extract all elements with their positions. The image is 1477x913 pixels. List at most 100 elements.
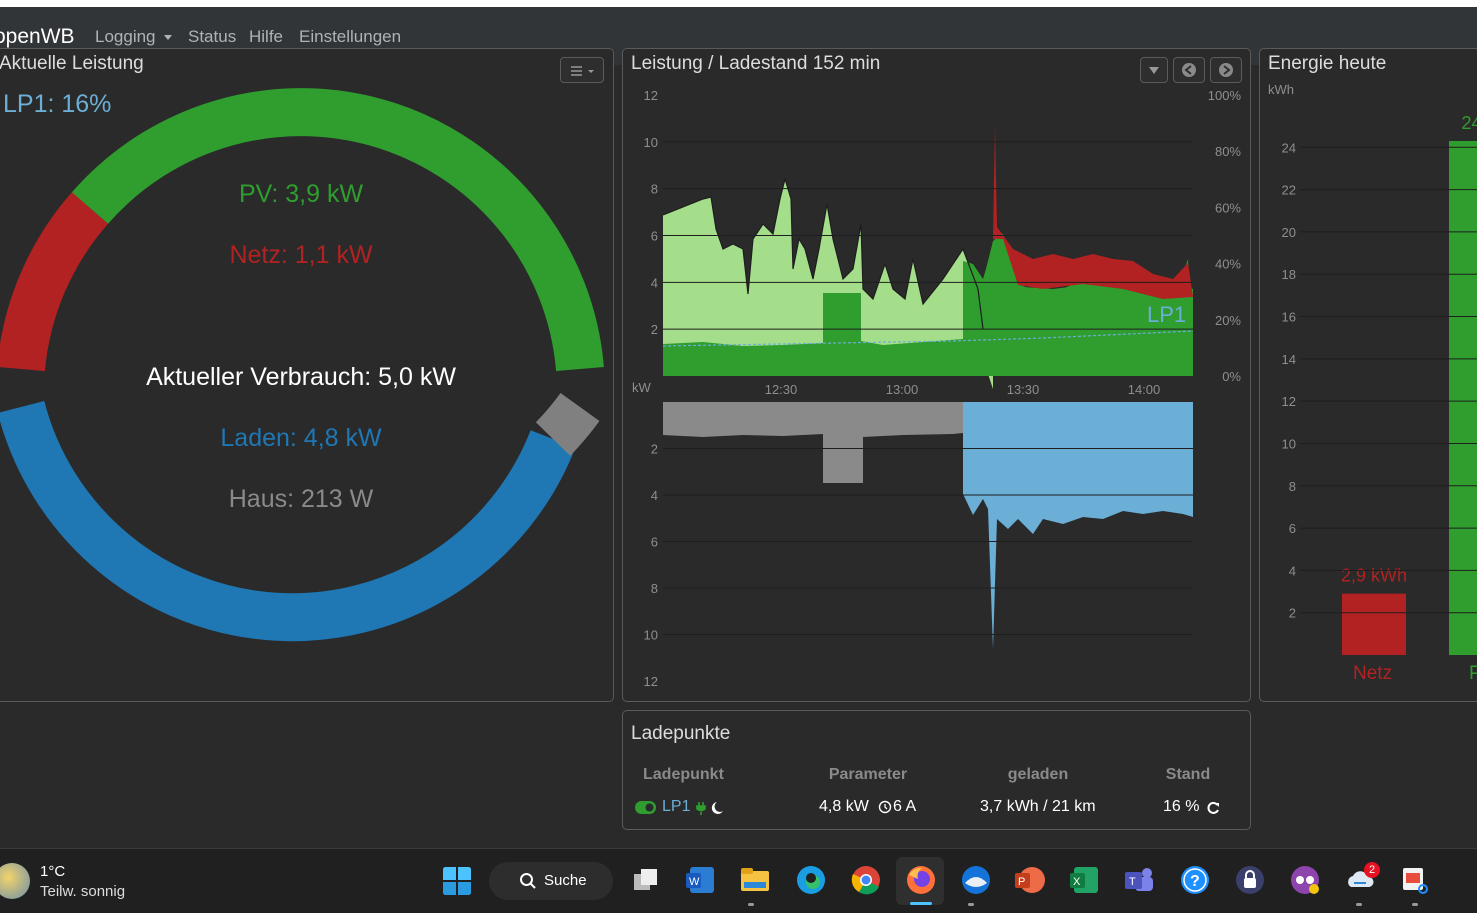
svg-text:?: ? xyxy=(1190,873,1200,890)
pv-value: PV: 3,9 kW xyxy=(238,180,364,208)
y-tick-label: 10 xyxy=(644,135,658,150)
y-tick-label: 12 xyxy=(644,88,658,103)
chart-card-title: Leistung / Ladestand 152 min xyxy=(631,53,881,74)
power-menu-button[interactable] xyxy=(560,57,604,83)
power-chart: 12 10 8 6 4 2 100% 80% 60% 40% 20% 0% 2 4 6 8 10 12 12:30 1… xyxy=(644,88,1242,689)
thunderbird-icon[interactable] xyxy=(961,865,991,895)
soc-tick-label: 100% xyxy=(1208,88,1242,103)
lp-name[interactable]: LP1 xyxy=(662,798,691,815)
plug-icon xyxy=(696,802,706,815)
house-load-area xyxy=(663,402,973,483)
energy-y-tick-label: 24 xyxy=(1282,140,1296,155)
powerpoint-icon[interactable]: P xyxy=(1015,865,1045,895)
chrome-icon[interactable] xyxy=(851,865,881,895)
running-indicator xyxy=(1356,903,1362,906)
weather-temperature[interactable]: 1°C xyxy=(40,863,66,880)
energy-y-tick-label: 14 xyxy=(1282,352,1296,367)
soc-line xyxy=(662,330,1194,347)
nav-hilfe[interactable]: Hilfe xyxy=(249,27,284,46)
taskbar-search[interactable]: Suche xyxy=(489,862,613,900)
weather-condition[interactable]: Teilw. sonnig xyxy=(40,883,126,900)
x-tick-label: 12:30 xyxy=(765,382,798,397)
y-lower-tick-label: 10 xyxy=(644,628,658,643)
chart-forward-button[interactable] xyxy=(1210,57,1242,83)
energy-y-tick-label: 18 xyxy=(1282,267,1296,282)
col-parameter: Parameter xyxy=(828,766,908,783)
y-tick-label: 8 xyxy=(651,182,658,197)
x-tick-label: 13:00 xyxy=(886,382,919,397)
notification-badge: 2 xyxy=(1364,862,1380,878)
chart-filter-button[interactable] xyxy=(1140,57,1168,83)
ladepunkte-title: Ladepunkte xyxy=(631,723,731,744)
clock-icon xyxy=(878,800,892,814)
edge-icon[interactable] xyxy=(796,865,826,895)
y-tick-label: 4 xyxy=(651,275,658,290)
file-explorer-icon[interactable] xyxy=(740,865,770,895)
snipping-tool-icon[interactable] xyxy=(1400,865,1430,895)
nav-logging[interactable]: Logging xyxy=(95,27,172,47)
refresh-icon[interactable] xyxy=(1206,801,1220,815)
energy-unit-label: kWh xyxy=(1268,82,1294,97)
weather-sun-cloud-icon[interactable] xyxy=(0,863,30,899)
soc-tick-label: 40% xyxy=(1215,257,1241,272)
energy-y-tick-label: 20 xyxy=(1282,225,1296,240)
lp-current: 6 A xyxy=(893,798,917,815)
chart-unit-label: kW xyxy=(632,380,651,395)
energy-chart: 24 22 20 18 16 14 12 10 8 6 4 2 2,9 kWh 24,3 xyxy=(1282,113,1477,655)
windows-taskbar: 1°C Teilw. sonnig Suche W P X T ? 2 xyxy=(0,848,1477,913)
energy-y-tick-label: 4 xyxy=(1289,563,1296,578)
table-row[interactable]: LP1 4,8 kW 6 A 3,7 kWh / 21 km 16 % xyxy=(635,798,1243,822)
keepass-lock-icon[interactable] xyxy=(1235,865,1265,895)
y-lower-tick-label: 6 xyxy=(651,535,658,550)
soc-tick-label: 20% xyxy=(1215,313,1241,328)
search-label: Suche xyxy=(544,872,587,889)
word-icon[interactable]: W xyxy=(686,865,716,895)
donut-laden-segment xyxy=(0,400,576,642)
power-donut xyxy=(0,88,604,642)
chart-back-button[interactable] xyxy=(1173,57,1205,83)
house-consumption-area xyxy=(663,179,993,389)
soc-tick-label: 0% xyxy=(1222,369,1241,384)
donut-pv-segment xyxy=(71,88,604,372)
energy-y-tick-label: 12 xyxy=(1282,394,1296,409)
svg-text:P: P xyxy=(1018,876,1025,888)
energy-card-title: Energie heute xyxy=(1268,53,1387,74)
task-view-icon[interactable] xyxy=(631,865,661,895)
energy-y-tick-label: 6 xyxy=(1289,521,1296,536)
energy-netz-category: Netz xyxy=(1353,663,1393,684)
excel-icon[interactable]: X xyxy=(1070,865,1100,895)
chart-lp-label: LP1 xyxy=(1147,302,1187,327)
vpn-mask-icon[interactable] xyxy=(1290,865,1320,895)
power-chart-card: Leistung / Ladestand 152 min 12 10 8 6 4 2 100… xyxy=(622,48,1251,702)
y-tick-label: 2 xyxy=(651,322,658,337)
energy-bar-label: 24,3 xyxy=(1461,113,1477,133)
energy-card: Energie heute kWh 24 22 20 18 16 14 12 10 8 6 4 2 2,… xyxy=(1259,48,1477,702)
donut-netz-segment xyxy=(0,192,109,372)
y-lower-tick-label: 8 xyxy=(651,581,658,596)
energy-pv-category: P xyxy=(1469,663,1477,685)
energy-y-tick-label: 16 xyxy=(1282,310,1296,325)
energy-y-tick-label: 2 xyxy=(1289,606,1296,621)
arrow-left-circle-icon xyxy=(1182,63,1196,77)
help-icon[interactable]: ? xyxy=(1180,865,1210,895)
firefox-icon[interactable] xyxy=(906,865,936,895)
y-tick-label: 6 xyxy=(651,229,658,244)
nav-logging-label: Logging xyxy=(95,27,156,46)
nav-einstellungen[interactable]: Einstellungen xyxy=(299,27,402,46)
active-indicator xyxy=(910,902,932,905)
power-card-title: Aktuelle Leistung xyxy=(0,53,144,74)
donut-haus-segment xyxy=(535,392,600,456)
nav-status[interactable]: Status xyxy=(188,27,237,46)
ladepunkte-card: Ladepunkte Ladepunkt Parameter geladen S… xyxy=(622,710,1251,830)
brand-logo[interactable]: openWB xyxy=(0,25,75,48)
charging-area xyxy=(963,402,1193,649)
toggle-icon[interactable] xyxy=(635,801,657,815)
y-lower-tick-label: 2 xyxy=(651,442,658,457)
chevron-down-icon xyxy=(163,35,172,41)
lp-stand: 16 % xyxy=(1163,798,1200,815)
energy-bar-label: 2,9 kWh xyxy=(1341,566,1407,586)
windows-start-icon[interactable] xyxy=(442,866,472,896)
browser-top-edge xyxy=(0,0,1477,7)
teams-icon[interactable]: T xyxy=(1125,865,1155,895)
soc-tick-label: 80% xyxy=(1215,144,1241,159)
